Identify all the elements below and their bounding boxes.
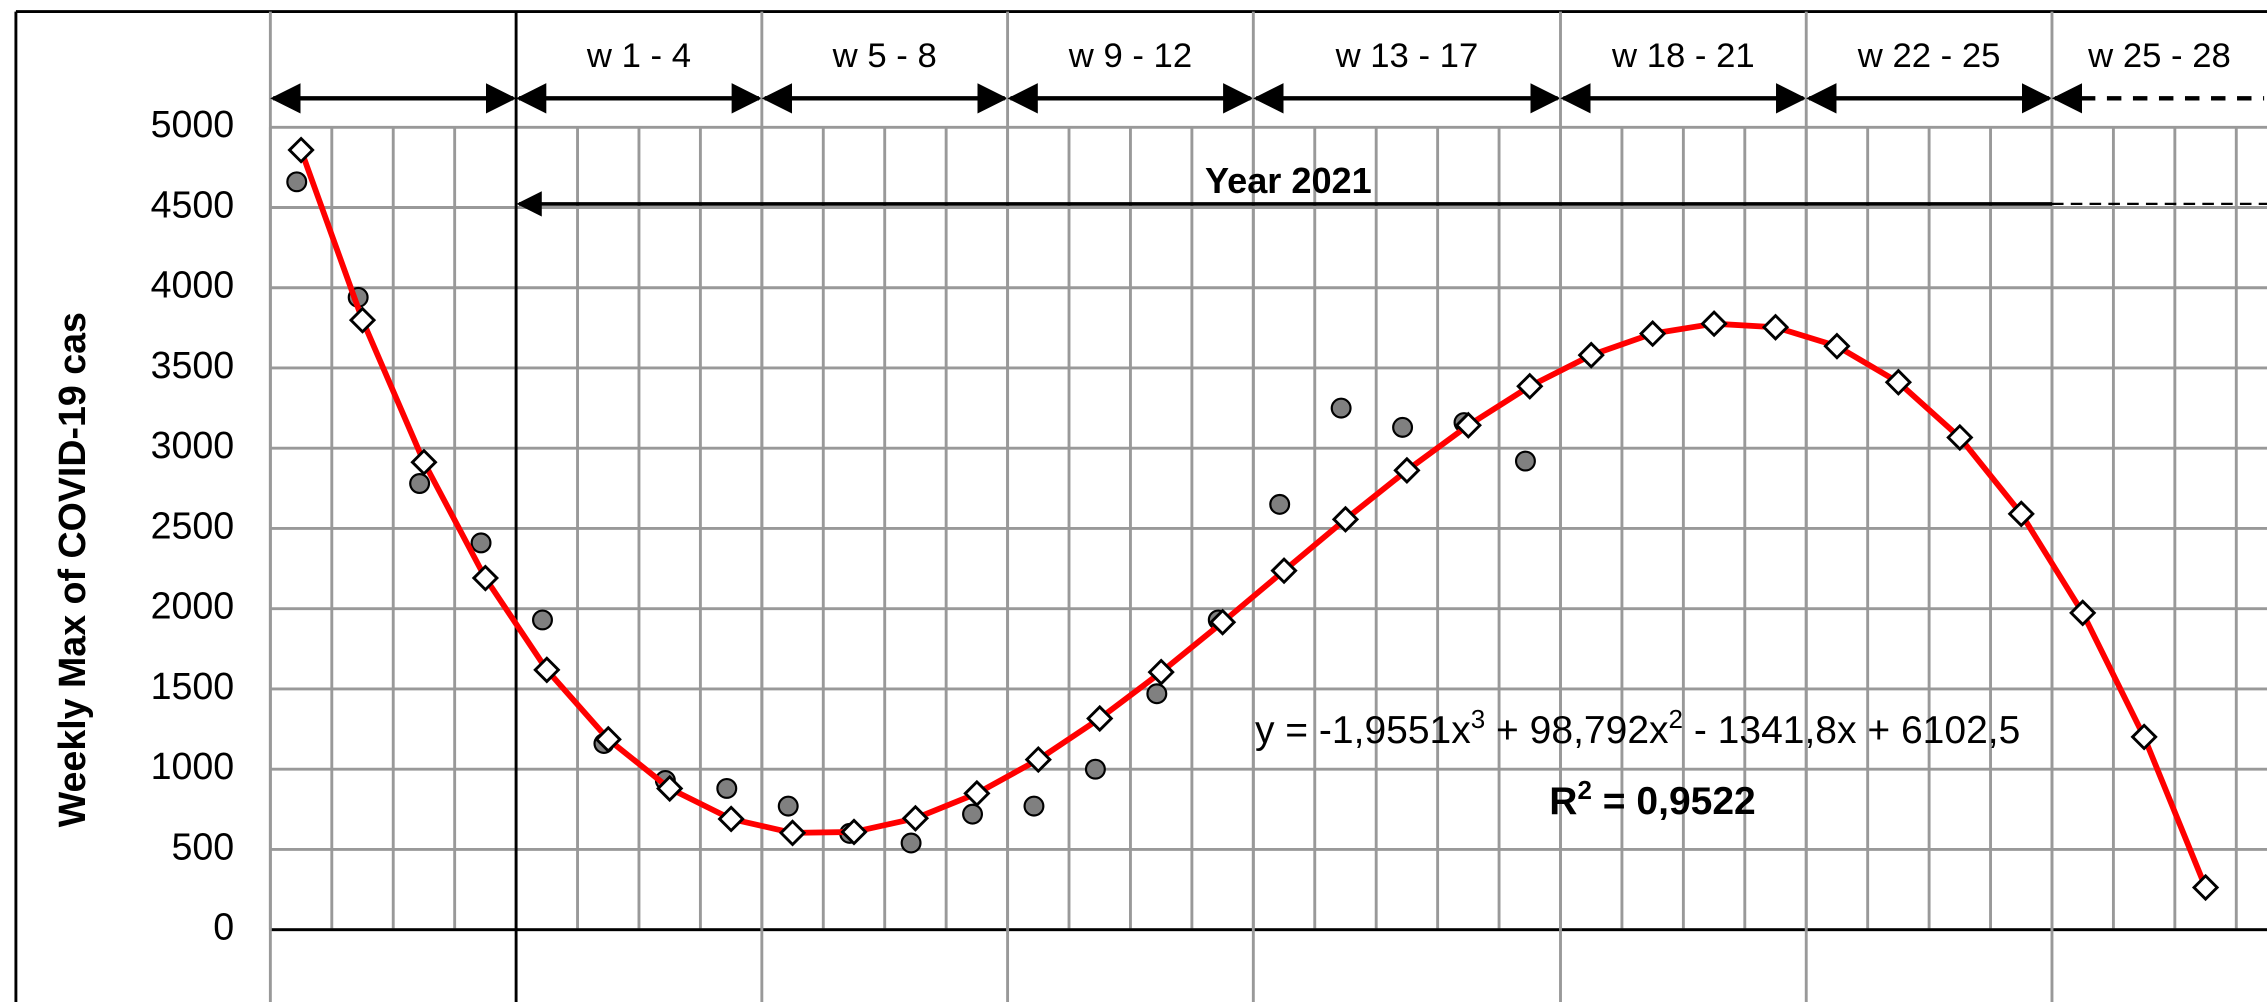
equation-superscript: 2 [1669, 704, 1683, 734]
r-squared-superscript: 2 [1577, 775, 1591, 805]
trend-line [298, 149, 2209, 889]
fitted-point [1208, 608, 1237, 636]
data-point [1330, 397, 1352, 419]
y-tick-label: 4000 [151, 264, 235, 306]
fitted-point [1884, 368, 1913, 396]
equation-part: - 1341,8x + 6102,5 [1683, 709, 2020, 752]
fitted-point [1147, 658, 1175, 686]
y-tick-label: 1000 [151, 745, 235, 787]
equation-part: y = -1,9551x [1255, 709, 1471, 752]
group-label: w 13 - 17 [1335, 37, 1479, 75]
fitted-point [840, 818, 868, 846]
r-squared-part: R [1549, 780, 1577, 823]
fitted-point [1086, 704, 1114, 733]
y-tick-label: 3500 [151, 344, 235, 386]
data-point [286, 171, 308, 193]
fitted-point [2069, 599, 2097, 627]
data-point [532, 609, 553, 631]
fitted-point [533, 656, 561, 684]
year-label: Year 2021 [1205, 160, 1372, 201]
group-label: w 22 - 25 [1857, 37, 2001, 75]
data-point [1514, 450, 1536, 472]
data-point [1269, 493, 1291, 515]
fitted-point [1761, 313, 1790, 341]
fitted-point [1331, 505, 1360, 533]
y-tick-label: 500 [172, 825, 235, 867]
fitted-point [348, 306, 377, 334]
fitted-point [778, 819, 807, 847]
fitted-point [471, 564, 499, 592]
data-point [1023, 795, 1045, 817]
fitted-point [2191, 873, 2220, 902]
data-point [716, 777, 738, 799]
y-tick-label: 2000 [151, 585, 235, 627]
fitted-point [963, 779, 991, 808]
data-point [1392, 416, 1414, 438]
fitted-point [1639, 320, 1667, 348]
y-tick-label: 4500 [151, 183, 235, 225]
fitted-point [1577, 341, 1605, 369]
data-point [1146, 683, 1168, 705]
equation-superscript: 3 [1471, 704, 1485, 734]
fitted-point [410, 448, 438, 476]
fitted-point [1946, 423, 1974, 452]
data-point [1084, 758, 1106, 780]
y-axis-label: Weekly Max of COVID-19 cas [51, 312, 93, 827]
group-label: w 5 - 8 [832, 37, 937, 75]
y-tick-label: 1500 [151, 665, 235, 707]
data-point [409, 473, 431, 495]
y-tick-label: 2500 [151, 504, 235, 546]
fitted-point [1700, 310, 1728, 338]
fitted-point [1270, 557, 1298, 585]
y-tick-label: 3000 [151, 424, 235, 466]
data-point [962, 803, 984, 825]
equation: y = -1,9551x3 + 98,792x2 - 1341,8x + 610… [1255, 704, 2020, 752]
fitted-point [1024, 745, 1052, 774]
fitted-point [1823, 332, 1851, 360]
fitted-point [656, 774, 684, 803]
fitted-point [287, 136, 315, 164]
data-point [900, 832, 922, 854]
fitted-point [1516, 372, 1544, 400]
equation-part: + 98,792x [1485, 709, 1669, 752]
r-squared: R2 = 0,9522 [1549, 775, 1755, 823]
fitted-point [717, 805, 745, 833]
data-point [777, 795, 799, 817]
group-label: w 9 - 12 [1068, 37, 1192, 75]
fitted-point [1393, 456, 1421, 484]
data-point [470, 532, 492, 554]
group-label: w 18 - 21 [1611, 37, 1755, 75]
fitted-point [2130, 723, 2158, 751]
fitted-point [594, 725, 622, 753]
group-label: w 1 - 4 [586, 37, 691, 75]
fitted-point [2007, 500, 2035, 528]
group-label: w 25 - 28 [2087, 37, 2231, 75]
r-squared-part: = 0,9522 [1592, 780, 1756, 823]
fitted-point [901, 804, 930, 832]
fitted-point [1454, 411, 1482, 439]
y-tick-label: 5000 [151, 103, 235, 145]
y-tick-label: 0 [213, 906, 234, 948]
